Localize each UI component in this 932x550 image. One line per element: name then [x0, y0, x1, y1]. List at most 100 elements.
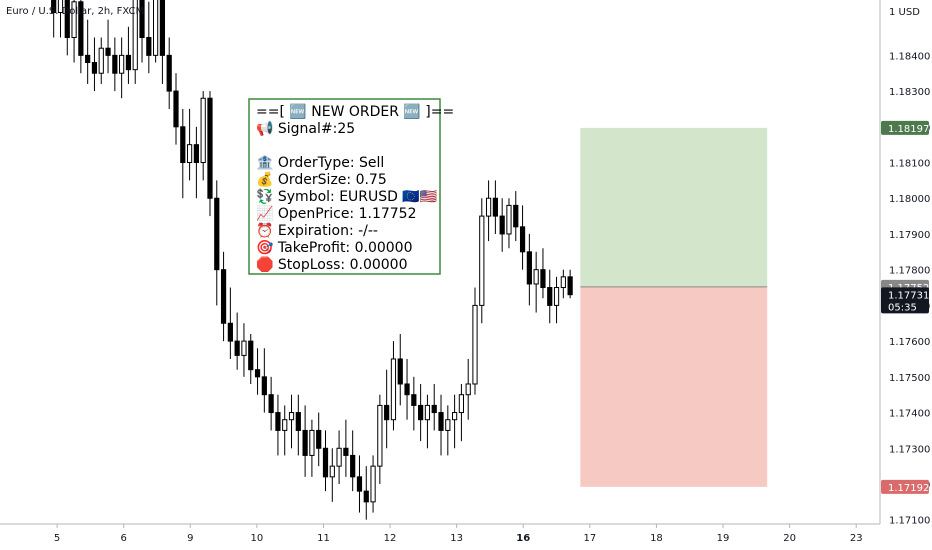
- candle-body: [302, 429, 308, 456]
- candle-body: [193, 144, 199, 164]
- candle-body: [356, 476, 363, 492]
- order-box-line: 💰 OrderSize: 0.75: [256, 171, 387, 188]
- candle-body: [85, 54, 91, 64]
- candle-body: [431, 404, 437, 414]
- candle-body: [567, 276, 573, 296]
- candle-body: [458, 394, 465, 414]
- candle-body: [336, 447, 342, 467]
- candle-body: [186, 144, 193, 164]
- candle-body: [343, 447, 349, 456]
- candle-body: [132, 0, 138, 71]
- candle-body: [180, 126, 186, 164]
- candle-body: [139, 0, 145, 39]
- candle-body: [295, 412, 301, 431]
- candle-body: [254, 369, 261, 378]
- time-axis[interactable]: 5 6 9 10 11 12 13 16 17 18 19 20 23: [54, 524, 863, 544]
- candle-body: [78, 1, 84, 56]
- y-tick-label: 1.17500: [889, 373, 930, 384]
- x-tick-label: 9: [187, 533, 193, 544]
- x-tick-label: 11: [317, 533, 330, 544]
- candle-body: [506, 204, 512, 235]
- candle-body: [418, 404, 424, 421]
- candle-body: [540, 269, 546, 289]
- x-tick-label: 10: [250, 533, 263, 544]
- chart-title: Euro / U.S. Dollar, 2h, FXCM: [6, 6, 144, 17]
- x-tick-label: 16: [516, 533, 530, 544]
- candle-body: [452, 412, 458, 421]
- x-tick-label: 12: [384, 533, 397, 544]
- take-profit-zone: [580, 127, 768, 287]
- candle-body: [57, 0, 64, 14]
- trade-zones: [580, 127, 768, 487]
- price-tag-label: 1.17731: [888, 290, 929, 301]
- candle-body: [329, 465, 335, 478]
- candle-body: [112, 54, 118, 74]
- stop-loss-zone: [580, 286, 768, 487]
- x-tick-label: 18: [650, 533, 663, 544]
- price-tag: [881, 120, 929, 135]
- order-box-line: ⏰ Expiration: -/--: [256, 221, 378, 239]
- candle-body: [526, 251, 532, 285]
- candle-body: [71, 1, 77, 39]
- x-tick-label: 23: [850, 533, 863, 544]
- y-tick-label: 1.18400: [889, 51, 930, 62]
- candle-body: [397, 358, 403, 385]
- order-box-line: 💱 Symbol: EURUSD 🇪🇺🇺🇸: [256, 188, 438, 205]
- candle-body: [105, 47, 111, 56]
- y-tick-label: 1.18000: [889, 194, 930, 205]
- candle-body: [316, 429, 322, 449]
- x-tick-label: 6: [120, 533, 126, 544]
- candle-body: [166, 54, 172, 92]
- candle-body: [98, 47, 104, 74]
- price-tag: [881, 287, 929, 314]
- candle-body: [424, 404, 431, 421]
- candle-body: [64, 0, 70, 39]
- candle-body: [214, 197, 220, 271]
- candle-body: [119, 54, 125, 74]
- y-tick-label: 1.18300: [889, 87, 930, 98]
- order-box-title: ==[ 🆕 NEW ORDER 🆕 ]==: [256, 103, 454, 120]
- order-box-frame: [248, 98, 441, 275]
- currency-label: 1 USD: [889, 7, 920, 18]
- candle-body: [377, 404, 383, 467]
- candle-body: [200, 97, 206, 164]
- candle-body: [248, 340, 254, 371]
- candle-body: [282, 419, 288, 431]
- candle-body: [485, 197, 492, 217]
- y-tick-label: 1.17300: [889, 444, 930, 455]
- candle-body: [513, 204, 519, 228]
- price-tag: [881, 479, 929, 494]
- candle-body: [146, 37, 152, 56]
- candle-body: [309, 429, 315, 456]
- candle-body: [438, 412, 444, 431]
- candle-body: [234, 340, 240, 356]
- y-tick-label: 1.18100: [889, 159, 930, 170]
- candle-body: [350, 454, 356, 478]
- candle-body: [220, 269, 227, 324]
- price-tag-timer: 05:35: [888, 302, 917, 313]
- y-tick-label: 1.17800: [889, 266, 930, 277]
- price-tag-label: 1.18197: [888, 124, 929, 135]
- y-tick-label: 1.17400: [889, 409, 930, 420]
- candles: [51, 0, 573, 520]
- candle-body: [384, 404, 390, 421]
- candle-body: [411, 394, 417, 406]
- candle-body: [241, 340, 247, 356]
- candle-body: [560, 276, 566, 289]
- candle-body: [519, 226, 526, 253]
- candle-body: [370, 465, 376, 503]
- candle-body: [363, 490, 369, 503]
- candle-body: [479, 215, 485, 306]
- candle-body: [547, 287, 553, 306]
- y-tick-label: 1.17900: [889, 230, 930, 241]
- x-tick-label: 20: [783, 533, 796, 544]
- candle-body: [125, 54, 132, 71]
- candle-body: [404, 383, 410, 396]
- price-tag-label: 1.17192: [888, 483, 929, 494]
- order-box: ==[ 🆕 NEW ORDER 🆕 ]== 📢 Signal#:25 🏦 Orde…: [248, 98, 454, 275]
- candle-body: [261, 376, 267, 396]
- candle-body: [227, 322, 233, 342]
